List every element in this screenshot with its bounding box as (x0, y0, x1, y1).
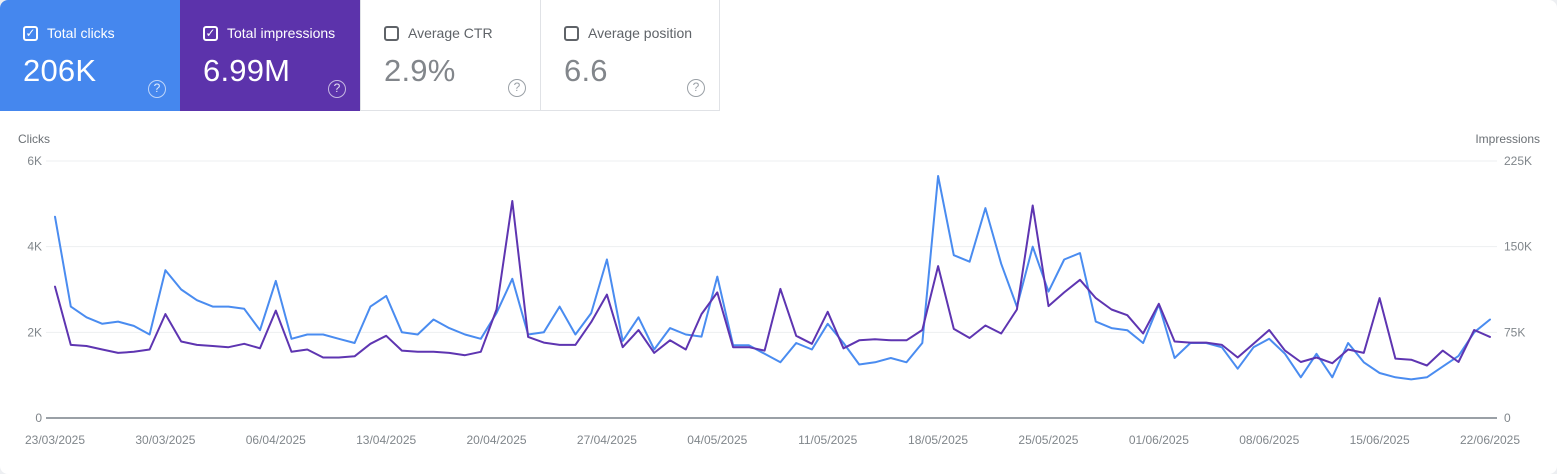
x-axis-date-label: 13/04/2025 (356, 433, 416, 447)
x-axis-date-label: 30/03/2025 (135, 433, 195, 447)
card-total-impressions[interactable]: ✓ Total impressions 6.99M ? (180, 0, 360, 111)
x-axis-date-label: 25/05/2025 (1018, 433, 1078, 447)
performance-chart: 6K 225K 4K 150K 2K 75K 0 0 Clicks Impressions 23/0… (0, 111, 1557, 474)
total-impressions-value: 6.99M (203, 53, 291, 88)
average-position-label: Average position (588, 25, 693, 41)
total-clicks-checkbox[interactable]: ✓ (23, 25, 38, 41)
total-impressions-label: Total impressions (227, 25, 336, 41)
x-axis-date-label: 20/04/2025 (467, 433, 527, 447)
left-axis-tick-label: 4K (27, 240, 42, 254)
left-axis-tick-label: 0 (35, 411, 42, 425)
impressions-line[interactable] (54, 200, 1491, 367)
help-icon[interactable]: ? (508, 79, 526, 97)
average-ctr-label: Average CTR (408, 25, 493, 41)
total-impressions-checkbox[interactable]: ✓ (203, 25, 218, 41)
right-axis-tick-label: 225K (1504, 154, 1532, 168)
help-icon[interactable]: ? (328, 80, 346, 98)
help-icon[interactable]: ? (148, 80, 166, 98)
x-axis-date-label: 11/05/2025 (798, 433, 857, 447)
total-clicks-label: Total clicks (47, 25, 115, 41)
total-clicks-value: 206K (23, 53, 97, 88)
card-average-position[interactable]: Average position 6.6 ? (540, 0, 720, 111)
x-axis-date-label: 08/06/2025 (1239, 433, 1299, 447)
average-ctr-value: 2.9% (384, 53, 456, 88)
x-axis-date-label: 04/05/2025 (687, 433, 747, 447)
clicks-line[interactable] (54, 175, 1491, 381)
card-total-clicks[interactable]: ✓ Total clicks 206K ? (0, 0, 180, 111)
right-axis-title: Impressions (1475, 132, 1540, 146)
average-position-value: 6.6 (564, 53, 608, 88)
help-icon[interactable]: ? (687, 79, 705, 97)
x-axis-date-label: 06/04/2025 (246, 433, 306, 447)
card-average-position-header: Average position (564, 25, 703, 41)
card-total-impressions-header: ✓ Total impressions (203, 25, 344, 41)
metric-cards-row: ✓ Total clicks 206K ? ✓ Total impression… (0, 0, 1557, 111)
x-axis-date-label: 01/06/2025 (1129, 433, 1189, 447)
x-axis-date-label: 27/04/2025 (577, 433, 637, 447)
chart-canvas[interactable]: 6K 225K 4K 150K 2K 75K 0 0 Clicks Impressions 23/0… (0, 111, 1557, 474)
card-average-ctr[interactable]: Average CTR 2.9% ? (360, 0, 540, 111)
x-axis-date-label: 23/03/2025 (25, 433, 85, 447)
average-position-checkbox[interactable] (564, 25, 579, 41)
average-ctr-checkbox[interactable] (384, 25, 399, 41)
card-average-ctr-header: Average CTR (384, 25, 524, 41)
x-axis-date-label: 22/06/2025 (1460, 433, 1520, 447)
right-axis-tick-label: 75K (1504, 325, 1525, 339)
left-axis-tick-label: 6K (27, 154, 42, 168)
left-axis-tick-label: 2K (27, 325, 42, 339)
card-total-clicks-header: ✓ Total clicks (23, 25, 164, 41)
x-axis-date-label: 15/06/2025 (1350, 433, 1410, 447)
left-axis-title: Clicks (18, 132, 50, 146)
right-axis-tick-label: 150K (1504, 240, 1532, 254)
right-axis-tick-label: 0 (1504, 411, 1511, 425)
x-axis-date-label: 18/05/2025 (908, 433, 968, 447)
